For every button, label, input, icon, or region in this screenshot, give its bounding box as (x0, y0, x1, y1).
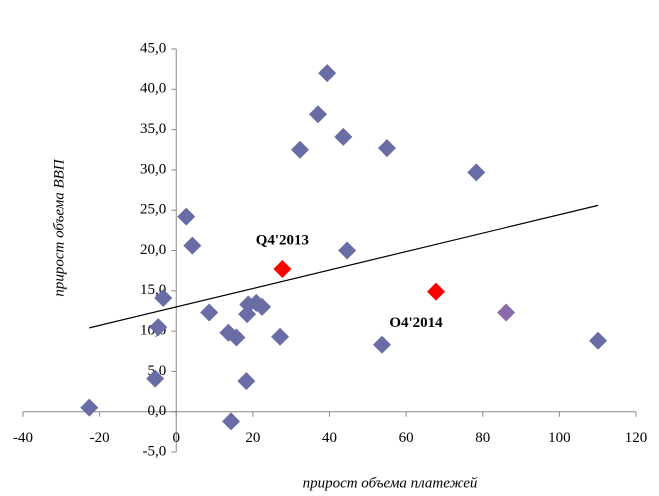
point (80, 398, 99, 417)
y-tick-label: 30,0 (140, 161, 166, 177)
y-tick-label: 45,0 (140, 40, 166, 56)
point (200, 303, 219, 322)
trendline (89, 204, 599, 329)
point (589, 331, 608, 350)
x-tick-label: 60 (399, 430, 414, 446)
y-tick-label: 35,0 (140, 121, 166, 137)
point (377, 139, 396, 158)
y-tick-label: 20,0 (140, 242, 166, 258)
point (290, 140, 309, 159)
point (467, 163, 486, 182)
y-tick-label: -5,0 (143, 443, 167, 459)
x-tick-label: 40 (322, 430, 337, 446)
point (338, 241, 357, 260)
x-tick-label: -40 (13, 430, 33, 446)
point (149, 318, 168, 337)
annotation: O4'2014 (389, 315, 443, 331)
point (372, 335, 391, 354)
point (309, 105, 328, 124)
point (237, 372, 256, 391)
point (497, 303, 516, 322)
point (318, 64, 337, 83)
x-tick-label: 120 (625, 430, 648, 446)
point (227, 328, 246, 347)
point (238, 305, 257, 324)
annotation: Q4'2013 (256, 232, 309, 248)
x-tick-label: 0 (173, 430, 181, 446)
y-axis-label: прирост объема ВВП (51, 158, 67, 296)
x-tick-label: -20 (90, 430, 110, 446)
x-tick-label: 20 (245, 430, 260, 446)
x-tick-label: 100 (548, 430, 571, 446)
point (334, 127, 353, 146)
y-tick-label: 0,0 (148, 403, 167, 419)
y-tick-label: 25,0 (140, 202, 166, 218)
point (222, 412, 241, 431)
point (271, 327, 290, 346)
point (177, 207, 196, 226)
x-tick-label: 80 (475, 430, 490, 446)
point (273, 260, 292, 279)
point (183, 236, 202, 255)
point (154, 289, 173, 308)
point (253, 297, 272, 316)
point (146, 369, 165, 388)
y-tick-label: 40,0 (140, 81, 166, 97)
x-axis-label: прирост объема платежей (303, 475, 478, 491)
point (427, 282, 446, 301)
